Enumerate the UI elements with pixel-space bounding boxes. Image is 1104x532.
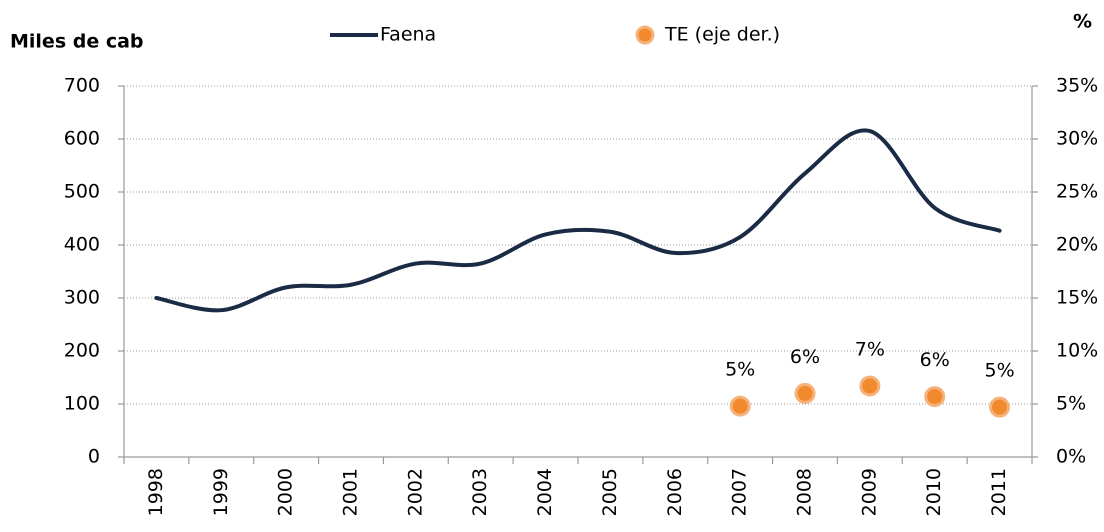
y-tick-label: 400 [64,234,100,256]
te-point [729,395,751,417]
data-label: 7% [855,338,885,360]
y2-tick-label: 0% [1056,446,1086,468]
x-tick-label: 2002 [404,468,426,516]
y-tick-label: 200 [64,340,100,362]
x-tick-label: 2009 [858,468,880,516]
te-point [794,382,816,404]
y2-tick-label: 10% [1056,340,1098,362]
y2-axis-title: % [1073,11,1092,33]
legend-label: TE (eje der.) [664,24,780,46]
x-tick-label: 2006 [664,468,686,516]
legend-dot [635,25,655,45]
y-tick-label: 0 [88,446,100,468]
te-point [859,375,881,397]
y-tick-label: 700 [64,75,100,97]
x-tick-label: 2005 [599,468,621,516]
y2-tick-label: 25% [1056,181,1098,203]
y-axis-title: Miles de cab [10,31,144,53]
x-tick-label: 2008 [794,468,816,516]
y2-tick-label: 15% [1056,287,1098,309]
y-tick-label: 300 [64,287,100,309]
y2-tick-label: 20% [1056,234,1098,256]
y-tick-label: 500 [64,181,100,203]
x-tick-label: 1998 [145,468,167,516]
x-tick-label: 2000 [275,468,297,516]
te-point [989,396,1011,418]
y2-tick-label: 30% [1056,128,1098,150]
data-label: 6% [790,346,820,368]
legend-label: Faena [380,24,436,46]
x-tick-label: 2010 [923,468,945,516]
data-label: 5% [725,359,755,381]
y2-tick-label: 5% [1056,393,1086,415]
data-label: 5% [984,360,1014,382]
x-tick-label: 1999 [210,468,232,516]
x-tick-label: 2004 [534,468,556,516]
y-tick-label: 100 [64,393,100,415]
x-tick-label: 2011 [988,468,1010,516]
x-tick-label: 2007 [729,468,751,516]
y2-tick-label: 35% [1056,75,1098,97]
x-tick-label: 2003 [469,468,491,516]
data-label: 6% [920,349,950,371]
line-faena [154,128,1002,313]
y-tick-label: 600 [64,128,100,150]
x-tick-label: 2001 [340,468,362,516]
te-point [924,386,946,408]
